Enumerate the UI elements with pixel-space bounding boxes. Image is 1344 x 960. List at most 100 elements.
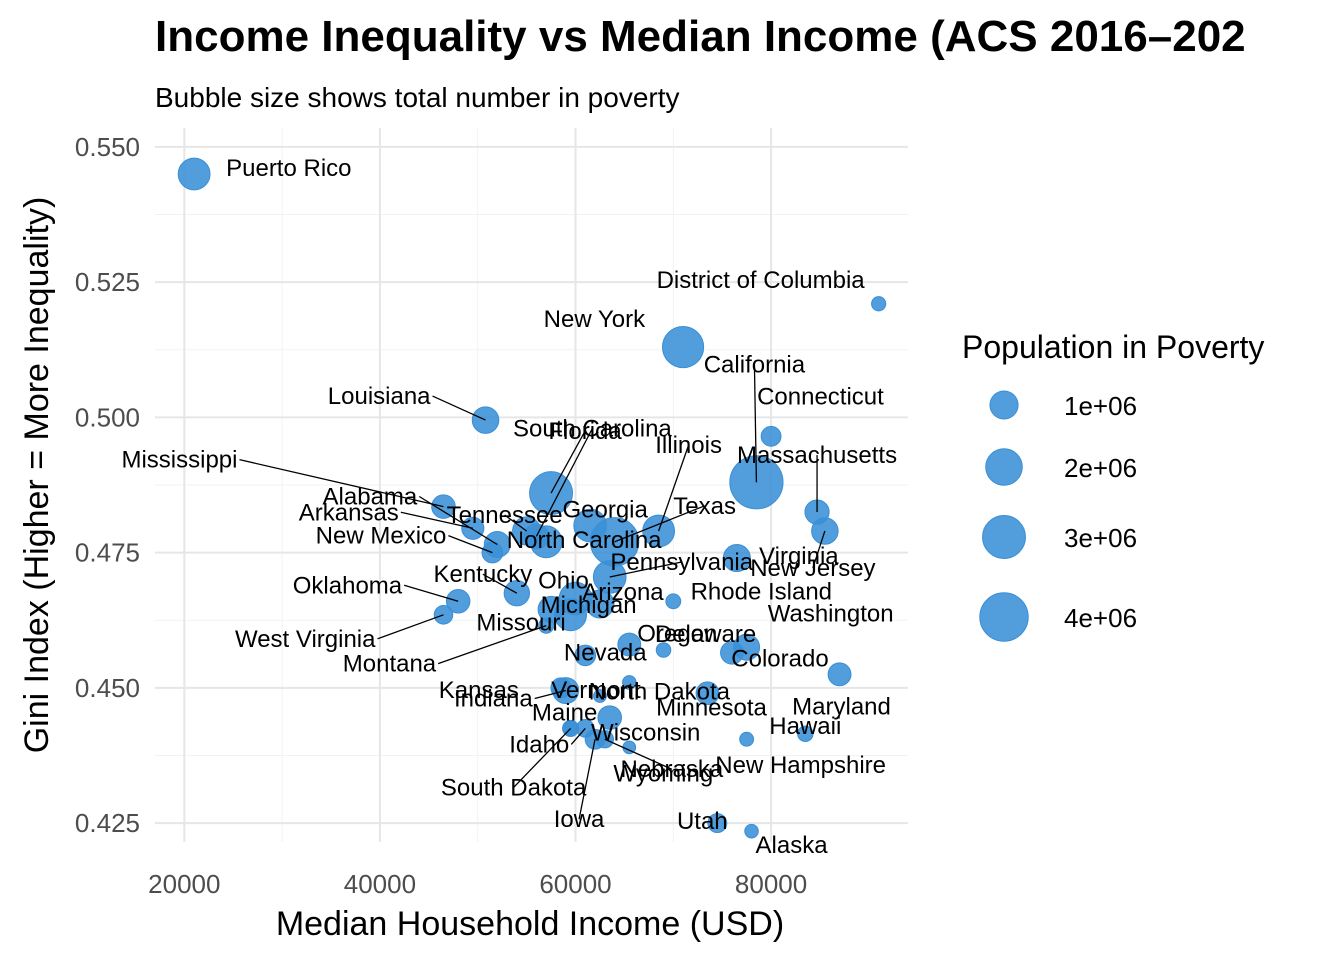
data-label: Florida <box>548 418 622 445</box>
x-tick-label: 40000 <box>344 869 416 899</box>
data-label: Oregon <box>637 621 717 648</box>
y-tick-label: 0.500 <box>75 402 140 432</box>
data-label: Arizona <box>582 579 664 606</box>
data-label: New York <box>544 306 646 333</box>
data-label: Alabama <box>323 484 418 511</box>
data-label: Vermont <box>551 677 641 704</box>
data-point <box>585 589 615 619</box>
label-leader-line <box>535 428 593 537</box>
data-label: Washington <box>768 600 894 627</box>
data-label: New Hampshire <box>715 752 886 779</box>
label-leader-line <box>658 444 690 532</box>
data-label: Indiana <box>454 686 533 713</box>
data-point <box>720 640 744 665</box>
data-point <box>827 662 852 687</box>
data-point <box>739 731 755 747</box>
data-point <box>573 508 608 543</box>
label-leader-line <box>550 430 586 494</box>
data-point <box>797 725 814 743</box>
data-label: Kentucky <box>433 561 532 588</box>
data-label: Wyoming <box>613 760 713 787</box>
data-label: California <box>704 351 806 378</box>
data-label: Virginia <box>759 543 839 570</box>
data-point <box>622 675 637 690</box>
data-label: Rhode Island <box>691 578 832 605</box>
legend-key <box>982 515 1026 559</box>
data-point <box>597 705 622 730</box>
data-point <box>760 425 782 447</box>
data-point <box>661 325 705 369</box>
data-label: Colorado <box>731 646 828 673</box>
data-label: Mississippi <box>121 447 237 474</box>
label-leader-line <box>609 561 682 578</box>
x-tick-label: 20000 <box>148 869 220 899</box>
data-label: Maryland <box>792 693 891 720</box>
label-leader-line <box>418 495 498 546</box>
y-axis-label: Gini Index (Higher = More Inequality) <box>18 197 56 754</box>
y-tick-label: 0.450 <box>75 673 140 703</box>
label-leader-line <box>504 514 527 532</box>
legend-label: 2e+06 <box>1064 453 1137 483</box>
label-leader-line <box>448 535 493 554</box>
x-axis-ticks: 20000 40000 60000 80000 <box>148 869 807 899</box>
legend-label: 4e+06 <box>1064 603 1137 633</box>
data-label: Iowa <box>554 806 605 833</box>
data-label: Connecticut <box>757 383 884 410</box>
label-leader-line <box>239 459 444 508</box>
data-label: Oklahoma <box>293 572 403 599</box>
label-leader-line <box>403 584 459 602</box>
legend: Population in Poverty 1e+06 2e+06 3e+06 4e+… <box>962 329 1264 642</box>
label-leader-line <box>482 573 518 594</box>
chart-subtitle: Bubble size shows total number in povert… <box>155 82 680 113</box>
x-tick-label: 80000 <box>735 869 807 899</box>
data-point <box>695 681 720 706</box>
legend-label: 1e+06 <box>1064 391 1137 421</box>
label-leader-line <box>534 689 566 700</box>
label-leader-line <box>570 727 586 745</box>
data-label: Nebraska <box>620 756 723 783</box>
label-leader-line <box>753 364 758 483</box>
legend-key <box>985 448 1023 486</box>
data-label: Texas <box>673 493 736 520</box>
data-label: District of Columbia <box>657 267 866 294</box>
legend-key <box>989 390 1019 420</box>
data-label: Ohio <box>538 568 589 595</box>
data-point <box>665 593 682 610</box>
data-label: Michigan <box>541 592 637 619</box>
data-label: Delaware <box>655 621 756 648</box>
label-leader-line <box>604 738 673 770</box>
data-label: Maine <box>532 699 597 726</box>
data-label: Hawaii <box>769 713 841 740</box>
data-point <box>177 157 211 191</box>
data-label: Utah <box>677 808 728 835</box>
data-point <box>744 823 759 839</box>
data-label: Tennessee <box>447 502 563 529</box>
y-axis-ticks: 0.425 0.450 0.475 0.500 0.525 0.550 <box>75 132 140 838</box>
data-point <box>574 644 597 667</box>
data-point <box>655 642 672 658</box>
data-label: New Mexico <box>316 523 447 550</box>
legend-title: Population in Poverty <box>962 329 1264 365</box>
y-tick-label: 0.475 <box>75 538 140 568</box>
label-leader-line <box>432 395 486 421</box>
label-leader-line <box>513 727 572 788</box>
data-label: Idaho <box>509 731 569 758</box>
data-label: Minnesota <box>656 694 767 721</box>
data-label: Georgia <box>562 497 648 524</box>
data-point <box>593 689 607 703</box>
data-label: Arkansas <box>299 499 399 526</box>
data-label: Illinois <box>655 432 722 459</box>
x-tick-label: 60000 <box>539 869 611 899</box>
data-label: North Dakota <box>589 678 731 705</box>
data-label: Wisconsin <box>591 720 700 747</box>
data-labels: Puerto Rico District of Columbia New York C… <box>121 155 897 859</box>
data-label: Alaska <box>756 832 829 859</box>
chart-title: Income Inequality vs Median Income (ACS … <box>155 12 1246 61</box>
label-leader-line <box>578 739 596 820</box>
data-label: West Virginia <box>235 626 376 653</box>
label-leader-line <box>400 511 473 529</box>
x-axis-label: Median Household Income (USD) <box>276 905 784 943</box>
data-point <box>617 632 642 657</box>
data-label: Missouri <box>476 609 565 636</box>
label-leader-line <box>614 505 705 543</box>
